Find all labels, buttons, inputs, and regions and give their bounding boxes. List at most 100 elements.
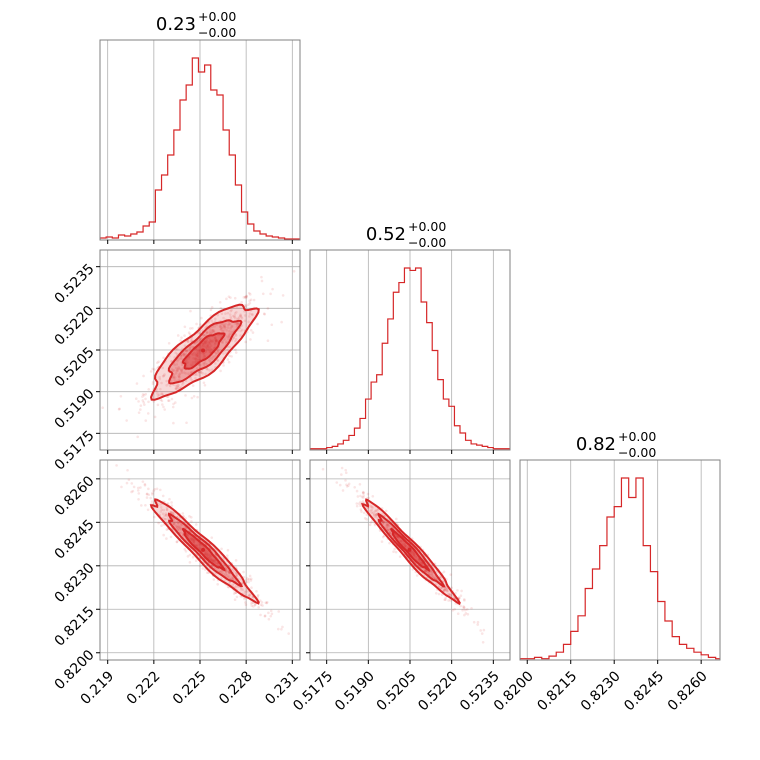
scatter-point [226, 575, 229, 579]
scatter-point [245, 296, 248, 299]
scatter-point [248, 312, 252, 315]
scatter-point [440, 586, 444, 590]
scatter-point [186, 361, 189, 364]
scatter-point [239, 314, 242, 318]
scatter-point [260, 279, 264, 283]
scatter-point [362, 494, 365, 497]
scatter-point [412, 554, 416, 558]
scatter-point [143, 403, 146, 406]
scatter-point [262, 312, 266, 316]
scatter-point [171, 522, 175, 525]
scatter-point [239, 314, 242, 318]
scatter-point [159, 510, 163, 513]
scatter-point [263, 614, 267, 618]
scatter-point [249, 328, 253, 332]
scatter-point [365, 518, 369, 521]
scatter-point [449, 599, 453, 602]
scatter-point [194, 559, 198, 562]
scatter-point [229, 327, 232, 330]
scatter-point [156, 361, 159, 365]
scatter-point [176, 528, 180, 532]
scatter-point [202, 381, 206, 385]
scatter-point [219, 325, 222, 329]
x-tick-label: 0.222 [124, 668, 164, 708]
scatter-point [166, 515, 169, 518]
scatter-point [178, 373, 181, 376]
scatter-point [191, 360, 195, 364]
scatter-point [161, 374, 165, 378]
scatter-point [172, 402, 175, 406]
scatter-point [147, 400, 150, 404]
scatter-point [189, 536, 193, 540]
scatter-point [159, 387, 162, 391]
y-tick-label: 0.8260 [52, 473, 98, 519]
scatter-point [209, 344, 213, 348]
scatter-point [233, 598, 237, 602]
scatter-point [224, 568, 228, 571]
scatter-point [194, 543, 198, 547]
scatter-point [165, 508, 169, 512]
scatter-point [194, 523, 198, 526]
scatter-point [227, 360, 231, 364]
scatter-point [220, 340, 224, 344]
scatter-point [219, 570, 222, 574]
scatter-point [397, 536, 401, 540]
scatter-point [204, 333, 207, 337]
histogram-step-line [100, 57, 300, 240]
scatter-point [223, 327, 227, 330]
scatter-point [208, 331, 212, 335]
scatter-point [186, 340, 190, 343]
x-tick-label: 0.5220 [415, 668, 461, 714]
scatter-point [345, 483, 348, 487]
scatter-point [201, 342, 205, 346]
scatter-point [235, 573, 239, 577]
scatter-point [204, 346, 208, 350]
scatter-point [344, 471, 348, 475]
scatter-point [172, 368, 176, 372]
scatter-point [386, 528, 390, 532]
scatter-point [221, 329, 224, 333]
scatter-point [420, 562, 424, 566]
scatter-point [434, 592, 438, 595]
scatter-point [198, 374, 201, 377]
scatter-point [161, 512, 165, 516]
scatter-point [425, 571, 429, 574]
scatter-point [158, 377, 162, 381]
scatter-point [193, 360, 197, 364]
scatter-point [394, 550, 398, 554]
scatter-point [205, 551, 208, 555]
scatter-point [176, 385, 179, 388]
scatter-point [231, 584, 234, 587]
scatter-point [176, 367, 180, 370]
scatter-point [213, 560, 217, 563]
scatter-point [215, 561, 218, 565]
scatter-point [206, 554, 210, 557]
scatter-point [451, 609, 455, 612]
scatter-point [196, 339, 200, 343]
scatter-point [394, 517, 398, 521]
scatter-point [224, 312, 227, 315]
scatter-point [205, 554, 209, 557]
scatter-point [188, 553, 192, 557]
scatter-point [197, 544, 201, 547]
scatter-point [208, 557, 212, 560]
scatter-point [412, 552, 415, 556]
scatter-point [191, 537, 195, 541]
scatter-point [176, 526, 179, 529]
scatter-point [222, 338, 225, 342]
scatter-point [244, 296, 247, 299]
scatter-point [449, 593, 452, 597]
param-title-value: 0.82 [576, 434, 616, 455]
scatter-point [211, 339, 215, 342]
scatter-point [171, 511, 175, 515]
scatter-point [207, 336, 211, 340]
scatter-point [222, 352, 225, 355]
scatter-point [162, 533, 165, 537]
scatter-point [195, 544, 198, 548]
scatter-point [197, 363, 201, 367]
scatter-point [389, 531, 392, 535]
scatter-point [177, 358, 180, 361]
scatter-point [193, 373, 197, 377]
param-title-plus: +0.00 [408, 219, 446, 234]
scatter-point [412, 553, 416, 556]
